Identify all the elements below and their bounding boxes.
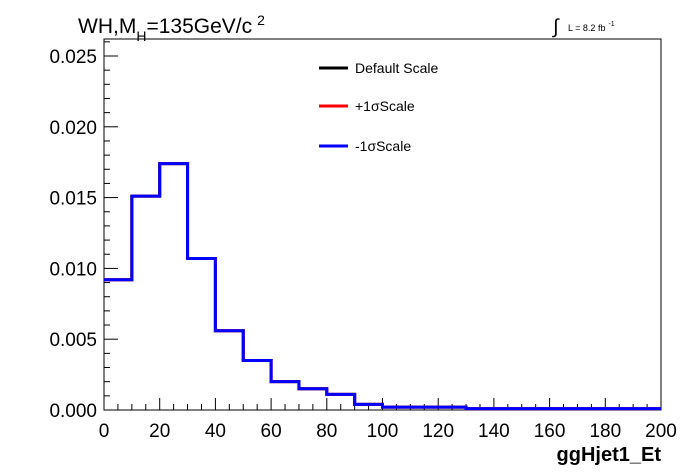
y-axis: 0.000 0.005 0.010 0.015 0.020 0.025 — [49, 41, 118, 422]
luminosity-label: ∫ L = 8.2 fb -1 — [552, 16, 615, 38]
legend-entry-minus1sigma: -1σScale — [319, 138, 411, 154]
x-tick-label: 200 — [645, 421, 677, 442]
title-subscript: H — [136, 28, 146, 44]
y-tick-label: 0.005 — [49, 330, 97, 351]
x-tick-label: 20 — [149, 421, 170, 442]
y-tick-label: 0.025 — [49, 47, 97, 68]
luminosity-text: L = 8.2 fb -1 — [568, 21, 615, 33]
x-tick-label: 120 — [422, 421, 454, 442]
legend-entry-plus1sigma: +1σScale — [319, 98, 415, 114]
luminosity-superscript: -1 — [608, 21, 614, 28]
series-layer — [104, 162, 661, 411]
title-prefix: WH,M — [78, 15, 136, 38]
legend-entry-default: Default Scale — [319, 60, 438, 76]
title-superscript: 2 — [257, 12, 265, 28]
x-tick-label: 100 — [367, 421, 399, 442]
y-tick-label: 0.010 — [49, 259, 97, 280]
x-tick-label: 40 — [205, 421, 226, 442]
luminosity-value: L = 8.2 fb — [568, 23, 605, 33]
integral-symbol: ∫ — [552, 16, 560, 38]
x-axis: 0 20 40 60 80 100 120 140 160 180 200 — [99, 398, 677, 442]
legend-label-default: Default Scale — [355, 60, 438, 76]
x-tick-label: 180 — [589, 421, 621, 442]
x-tick-label: 0 — [99, 421, 110, 442]
y-tick-label: 0.000 — [49, 401, 97, 422]
x-axis-title: ggHjet1_Et — [557, 444, 662, 466]
series-line-minus1sigma-scale — [104, 162, 661, 411]
x-tick-label: 60 — [261, 421, 282, 442]
x-tick-label: 80 — [316, 421, 337, 442]
y-tick-label: 0.020 — [49, 118, 97, 139]
legend-label-plus1sigma: +1σScale — [355, 98, 415, 114]
x-tick-label: 140 — [478, 421, 510, 442]
legend: Default Scale +1σScale -1σScale — [319, 60, 438, 154]
title-suffix: =135GeV/c — [146, 15, 252, 38]
chart-title: WH,MH=135GeV/c 2 — [78, 12, 265, 44]
y-tick-label: 0.015 — [49, 189, 97, 210]
x-tick-label: 160 — [534, 421, 566, 442]
legend-label-minus1sigma: -1σScale — [355, 138, 411, 154]
